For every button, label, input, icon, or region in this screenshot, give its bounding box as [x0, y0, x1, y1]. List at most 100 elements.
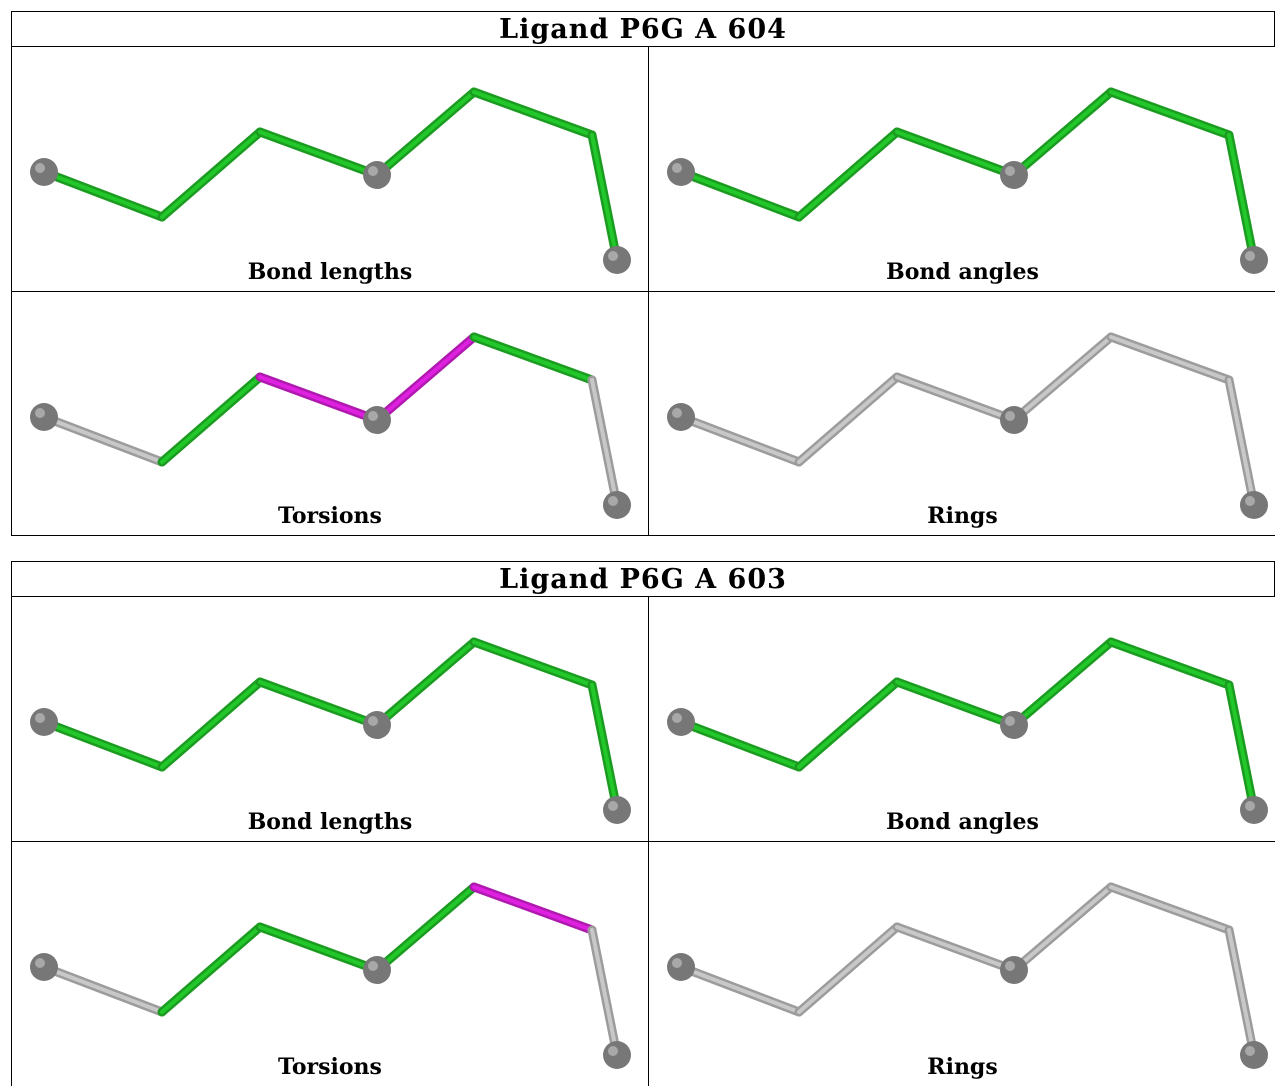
- bond: [679, 415, 801, 464]
- molecule-structure: [667, 882, 1268, 1069]
- bond: [472, 640, 594, 687]
- bond: [590, 928, 619, 1057]
- atom: [667, 158, 695, 186]
- panel-label: Bond lengths: [247, 809, 413, 835]
- bond: [1012, 640, 1113, 727]
- ligand-title: Ligand P6G A 603: [12, 561, 1275, 596]
- bond: [895, 130, 1016, 177]
- bond: [42, 170, 164, 219]
- panel-label: Bond angles: [886, 809, 1039, 835]
- bond: [1109, 885, 1231, 932]
- bond: [1227, 133, 1256, 262]
- atom-highlight: [608, 496, 618, 506]
- bond: [1012, 885, 1113, 972]
- atom: [30, 953, 58, 981]
- atom: [1000, 711, 1028, 739]
- atom-highlight: [608, 251, 618, 261]
- bond: [1227, 683, 1256, 812]
- bond: [895, 680, 1016, 727]
- bond: [258, 375, 379, 422]
- bond: [160, 925, 262, 1014]
- atom: [667, 708, 695, 736]
- bond: [375, 90, 476, 177]
- bond: [160, 375, 262, 464]
- bond: [160, 130, 262, 219]
- atom-highlight: [1245, 801, 1255, 811]
- bond: [590, 683, 619, 812]
- panel-label: Rings: [927, 503, 998, 529]
- atom-highlight: [1245, 1046, 1255, 1056]
- atom: [667, 403, 695, 431]
- bond: [42, 965, 164, 1014]
- panel-bond-angles: Bond angles: [649, 46, 1275, 291]
- bond: [797, 925, 899, 1014]
- bond: [590, 133, 619, 262]
- bond: [258, 130, 379, 177]
- bond: [679, 720, 801, 769]
- ligand-title: Ligand P6G A 604: [12, 11, 1275, 46]
- bond: [472, 90, 594, 137]
- atom-highlight: [1005, 961, 1015, 971]
- atom-highlight: [608, 1046, 618, 1056]
- atom-highlight: [368, 166, 378, 176]
- atom: [1000, 406, 1028, 434]
- bond: [679, 170, 801, 219]
- bond: [1109, 640, 1231, 687]
- panel-label: Bond angles: [886, 259, 1039, 285]
- atom: [1000, 956, 1028, 984]
- atom: [363, 161, 391, 189]
- panel-label: Torsions: [278, 503, 382, 529]
- atom-highlight: [672, 713, 682, 723]
- atom-highlight: [1005, 716, 1015, 726]
- bond: [1012, 90, 1113, 177]
- atom-highlight: [368, 716, 378, 726]
- panel-rings: Rings: [649, 841, 1275, 1086]
- bond: [797, 375, 899, 464]
- atom-highlight: [608, 801, 618, 811]
- atom: [30, 708, 58, 736]
- bond: [42, 415, 164, 464]
- atom-highlight: [672, 958, 682, 968]
- bond: [1227, 928, 1256, 1057]
- atom-highlight: [1245, 251, 1255, 261]
- panel-bond-lengths: Bond lengths: [12, 46, 649, 291]
- atom: [30, 158, 58, 186]
- panel-torsions: Torsions: [12, 841, 649, 1086]
- bond: [895, 375, 1016, 422]
- atom: [363, 711, 391, 739]
- atom: [1000, 161, 1028, 189]
- bond: [258, 680, 379, 727]
- atom: [363, 956, 391, 984]
- bond: [472, 335, 594, 382]
- bond: [590, 378, 619, 507]
- bond: [375, 885, 476, 972]
- molecule-structure: [667, 637, 1268, 824]
- atom-highlight: [672, 163, 682, 173]
- atom-highlight: [35, 958, 45, 968]
- molecule-structure: [30, 332, 631, 519]
- atom-highlight: [368, 411, 378, 421]
- atom-highlight: [35, 713, 45, 723]
- bond: [679, 965, 801, 1014]
- bond: [797, 130, 899, 219]
- bond: [895, 925, 1016, 972]
- bond: [797, 680, 899, 769]
- panel-rings: Rings: [649, 291, 1275, 536]
- bond: [1227, 378, 1256, 507]
- bond: [1012, 335, 1113, 422]
- panel-label: Torsions: [278, 1054, 382, 1080]
- panel-torsions: Torsions: [12, 291, 649, 536]
- bond: [160, 680, 262, 769]
- bond: [258, 925, 379, 972]
- ligand-block-604: Ligand P6G A 604 Bond lengths Bond angle…: [11, 11, 1275, 536]
- atom-highlight: [35, 163, 45, 173]
- panel-bond-angles: Bond angles: [649, 596, 1275, 841]
- atom: [363, 406, 391, 434]
- bond: [1109, 90, 1231, 137]
- atom-highlight: [35, 408, 45, 418]
- bond: [375, 335, 476, 422]
- atom: [30, 403, 58, 431]
- bond: [1109, 335, 1231, 382]
- bond: [375, 640, 476, 727]
- panel-label: Bond lengths: [247, 259, 413, 285]
